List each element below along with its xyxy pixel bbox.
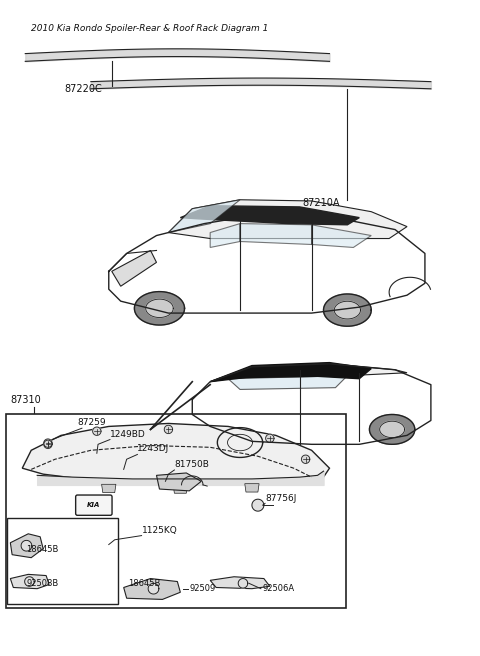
FancyBboxPatch shape	[76, 495, 112, 516]
Polygon shape	[210, 363, 371, 382]
Polygon shape	[245, 483, 259, 492]
Polygon shape	[146, 426, 157, 432]
Text: 87210A: 87210A	[302, 197, 340, 208]
Polygon shape	[238, 579, 248, 588]
Polygon shape	[265, 434, 274, 443]
Text: 81750B: 81750B	[174, 460, 209, 469]
Polygon shape	[217, 428, 263, 457]
Text: 1243DJ: 1243DJ	[137, 445, 169, 453]
Text: 92508B: 92508B	[26, 579, 59, 588]
Polygon shape	[228, 376, 348, 390]
Text: 2010 Kia Rondo Spoiler-Rear & Roof Rack Diagram 1: 2010 Kia Rondo Spoiler-Rear & Roof Rack …	[31, 24, 269, 33]
Polygon shape	[324, 294, 371, 326]
FancyBboxPatch shape	[6, 415, 346, 608]
Text: 92509: 92509	[189, 584, 216, 593]
Polygon shape	[210, 364, 407, 382]
Polygon shape	[301, 455, 310, 463]
Polygon shape	[370, 415, 415, 444]
Polygon shape	[11, 534, 43, 558]
Polygon shape	[312, 225, 371, 247]
Polygon shape	[24, 577, 34, 586]
Polygon shape	[334, 301, 360, 319]
Polygon shape	[22, 423, 329, 480]
Polygon shape	[21, 541, 32, 551]
Text: 1249BD: 1249BD	[110, 430, 146, 439]
Polygon shape	[11, 575, 49, 588]
Text: 87259: 87259	[78, 419, 107, 427]
Text: KIA: KIA	[87, 502, 100, 508]
Polygon shape	[148, 583, 159, 594]
Polygon shape	[102, 484, 116, 493]
Polygon shape	[44, 440, 52, 449]
FancyBboxPatch shape	[7, 518, 118, 604]
Polygon shape	[380, 421, 405, 438]
Text: 87220C: 87220C	[64, 85, 102, 94]
Polygon shape	[168, 199, 407, 239]
Polygon shape	[180, 206, 360, 225]
Text: 87756J: 87756J	[265, 494, 297, 503]
Polygon shape	[44, 439, 52, 447]
Polygon shape	[173, 485, 188, 493]
Polygon shape	[156, 473, 201, 491]
Polygon shape	[164, 425, 173, 434]
Polygon shape	[252, 499, 264, 511]
Polygon shape	[93, 427, 101, 436]
Polygon shape	[112, 251, 156, 286]
Polygon shape	[210, 577, 270, 588]
Polygon shape	[210, 224, 240, 247]
Text: 18645B: 18645B	[128, 579, 160, 588]
Polygon shape	[228, 434, 252, 451]
Polygon shape	[134, 292, 184, 325]
Polygon shape	[240, 224, 312, 245]
Polygon shape	[168, 199, 240, 233]
Text: 92506A: 92506A	[263, 584, 295, 593]
Text: 87310: 87310	[11, 394, 41, 405]
Polygon shape	[124, 579, 180, 600]
Polygon shape	[146, 299, 173, 318]
Text: 1125KQ: 1125KQ	[142, 525, 177, 535]
Text: 18645B: 18645B	[26, 544, 59, 554]
